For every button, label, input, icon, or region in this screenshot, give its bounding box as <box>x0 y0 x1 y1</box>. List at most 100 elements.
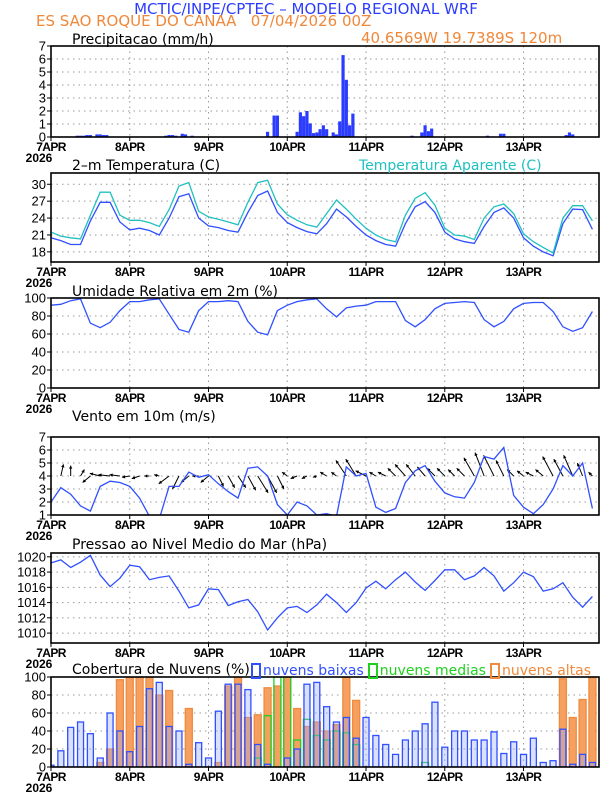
rh-xtick-label: 7APR <box>36 391 67 405</box>
high-cloud-legend-label: nuvens altas <box>501 663 592 679</box>
wind-vector-head <box>542 456 546 460</box>
precip-ytick-label: 1 <box>39 117 46 132</box>
high-cloud-bar <box>135 677 144 767</box>
wind-xtick-label: 8APR <box>115 518 146 532</box>
wind-vector-head <box>61 464 65 468</box>
mid-cloud-bar <box>273 677 282 767</box>
rh-frame <box>50 297 600 389</box>
precip-bar <box>426 131 430 137</box>
wind-ytick-label: 7 <box>39 430 46 445</box>
low-cloud-bar <box>116 730 124 767</box>
clouds-frame <box>50 676 600 768</box>
rh-title: Umidade Relativa em 2m (%) <box>72 284 278 300</box>
location-line: ES SAO ROQUE DO CANAA 07/04/2026 00Z <box>36 12 372 30</box>
precip-bar <box>275 115 280 137</box>
wind-ytick-label: 6 <box>39 443 46 458</box>
wind-vector-head <box>265 489 269 493</box>
clouds-ytick-label: 20 <box>32 742 46 757</box>
pressure-series-line-0 <box>51 554 593 632</box>
wind-vector-head <box>456 468 461 472</box>
high-cloud-bar <box>352 699 361 767</box>
wind-vector <box>542 456 554 477</box>
low-cloud-bar <box>490 731 498 767</box>
wind-vector-head <box>576 463 581 467</box>
clouds-ytick-label: 60 <box>32 706 46 721</box>
clouds-xtick-label: 8APR <box>115 770 146 784</box>
wind-vector-head <box>200 479 205 483</box>
precip-bar <box>272 115 276 137</box>
low-cloud-bar <box>234 683 242 767</box>
high-cloud-bar <box>273 685 282 767</box>
wind-year-label: 2026 <box>26 529 53 543</box>
low-cloud-bar <box>135 725 144 767</box>
precip-year-label: 2026 <box>26 151 53 165</box>
wind-vector-head <box>89 472 94 476</box>
apparent-temp-legend: Temperatura Aparente (C) <box>359 158 542 174</box>
low-cloud-bar <box>441 746 449 767</box>
precip-xtick-label: 7APR <box>36 140 67 154</box>
precip-xtick-label: 12APR <box>427 140 464 154</box>
mid-cloud-legend-label: nuvens medias <box>379 663 486 679</box>
precip-bar <box>318 129 322 137</box>
clouds-xtick-label: 9APR <box>194 770 225 784</box>
pressure-ytick-label: 1016 <box>17 580 46 595</box>
low-cloud-bar <box>86 733 95 767</box>
precip-bar <box>265 131 270 137</box>
coordinates: 40.6569W 19.7389S 120m <box>361 29 563 47</box>
low-cloud-bar <box>51 764 55 767</box>
precip-bar <box>95 134 99 137</box>
wind-xtick-label: 9APR <box>194 518 225 532</box>
wind-vector-head <box>320 472 324 476</box>
temp-xtick-label: 9APR <box>194 265 225 279</box>
clouds-year-label: 2026 <box>26 781 53 792</box>
precip-bar <box>564 135 568 137</box>
clouds-ytick-label: 100 <box>24 670 46 685</box>
precip-xtick-label: 10APR <box>269 140 306 154</box>
main-title: MCTIC/INPE/CPTEC – MODELO REGIONAL WRF <box>134 0 478 18</box>
wind-vector-head <box>387 468 392 472</box>
pressure-xtick-label: 8APR <box>115 646 146 660</box>
low-cloud-bar <box>145 688 154 767</box>
low-cloud-bar <box>254 743 262 767</box>
wind-vector-head <box>290 475 295 480</box>
wind-vector-head <box>436 468 441 472</box>
low-cloud-bar <box>204 757 213 767</box>
wind-vector <box>257 475 269 494</box>
wind-xtick-label: 13APR <box>506 518 543 532</box>
low-cloud-bar <box>57 750 65 767</box>
precip-bar <box>180 133 184 137</box>
precip-ytick-label: 6 <box>39 52 46 67</box>
wind-vector-head <box>553 459 557 463</box>
rh-xtick-label: 9APR <box>194 391 225 405</box>
low-cloud-bar <box>332 721 341 767</box>
precip-bar <box>567 132 572 137</box>
clouds-panel: 0 20 40 60 80 100 7APR 8APR 9APR 10APR 11APR 12APR 1… <box>24 670 600 792</box>
precip-bar <box>430 128 434 137</box>
wind-vector-head <box>394 464 399 468</box>
precip-bar <box>98 134 102 137</box>
rh-ytick-label: 80 <box>32 309 46 324</box>
high-cloud-bar <box>588 677 597 767</box>
wind-vector-head <box>231 484 235 488</box>
temp-ytick-label: 18 <box>32 244 46 259</box>
low-cloud-bar <box>480 739 488 767</box>
mid-cloud-bar <box>283 677 292 767</box>
precip-bar <box>167 135 171 137</box>
wind-ytick-label: 4 <box>39 469 46 484</box>
low-cloud-bar <box>559 728 567 767</box>
low-cloud-bar <box>362 716 370 767</box>
low-cloud-bar <box>322 706 331 767</box>
precip-bar <box>502 133 506 137</box>
low-cloud-bar <box>293 748 301 767</box>
wind-marks <box>51 445 594 515</box>
precip-bar <box>183 134 188 137</box>
low-cloud-bar <box>421 723 429 767</box>
low-cloud-bar <box>470 739 478 767</box>
clouds-ytick-label: 80 <box>32 688 46 703</box>
precip-bar <box>308 123 312 137</box>
pressure-ytick-label: 1014 <box>17 595 46 610</box>
